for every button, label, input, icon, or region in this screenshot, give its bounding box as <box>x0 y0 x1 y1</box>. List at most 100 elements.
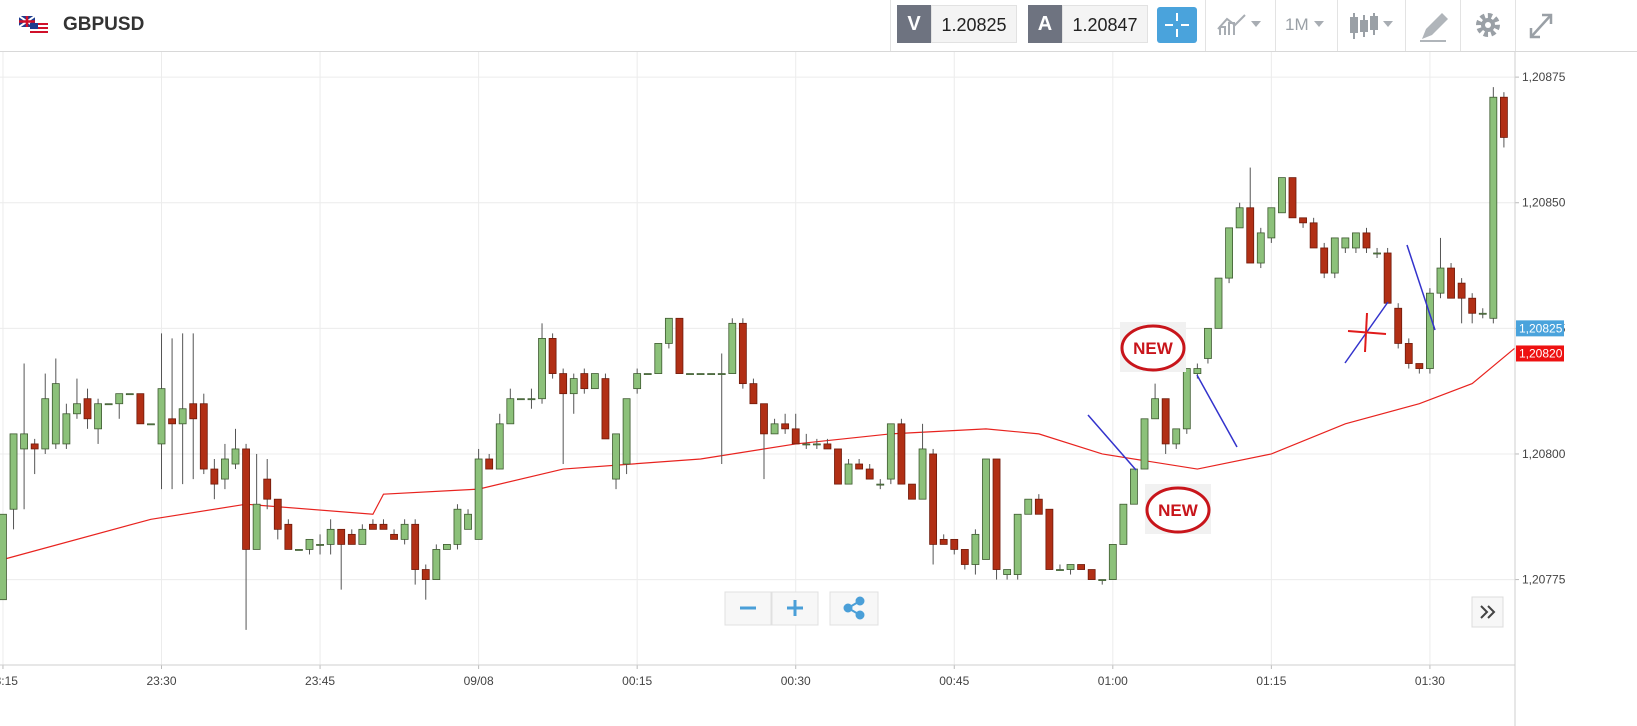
flag-icon <box>19 16 48 35</box>
cross-marker <box>1347 312 1387 353</box>
x-tick-label: 01:00 <box>1098 674 1128 688</box>
candle-body <box>876 483 885 486</box>
candle-body <box>1489 96 1498 319</box>
candle-body <box>559 373 568 395</box>
price-tag <box>1516 320 1564 337</box>
candle-body <box>1447 267 1455 299</box>
crosshair-button[interactable] <box>1157 5 1197 45</box>
candle-body <box>834 448 842 485</box>
x-tick-label: 23:45 <box>305 674 335 688</box>
ask-label[interactable]: A <box>1028 5 1062 43</box>
ask-price[interactable]: 1.20847 <box>1062 5 1148 43</box>
bid-label[interactable]: V <box>897 5 931 43</box>
chart-type-button[interactable] <box>1215 5 1270 45</box>
timeframe-arrow[interactable] <box>1310 5 1330 45</box>
candle-body <box>231 448 240 465</box>
separator <box>1515 0 1516 51</box>
candle-body <box>379 523 388 530</box>
candle-body <box>1330 237 1339 274</box>
candle-body <box>1193 368 1202 374</box>
candle-body <box>305 538 314 550</box>
candle-body <box>1267 207 1276 239</box>
candle-body <box>1151 398 1159 420</box>
share-button[interactable] <box>829 591 879 626</box>
candle-body <box>464 513 472 530</box>
candle-style-button[interactable] <box>1347 5 1397 45</box>
candle-body <box>242 448 250 550</box>
settings-button[interactable] <box>1473 5 1503 45</box>
candle-body <box>823 443 832 450</box>
candle-body <box>802 443 811 446</box>
candle-body <box>633 373 642 390</box>
candle-body <box>358 528 367 545</box>
x-tick-label: 23:30 <box>146 674 176 688</box>
candle-body <box>1288 177 1297 219</box>
candle-body <box>1426 292 1434 369</box>
candle-body <box>337 528 346 545</box>
candle-body <box>527 398 536 401</box>
candle-body <box>104 403 113 406</box>
fullscreen-button[interactable] <box>1525 5 1557 45</box>
candle-body <box>1108 544 1117 580</box>
candle-body <box>30 443 39 450</box>
candle-body <box>168 418 176 425</box>
candle-body <box>189 403 198 420</box>
candle-body <box>115 393 124 405</box>
candle-body <box>1468 297 1477 314</box>
candle-body <box>273 498 282 530</box>
new-sticker: NEW <box>1120 322 1186 372</box>
candle-body <box>347 533 356 545</box>
candle-body <box>812 443 821 446</box>
candle-body <box>9 433 18 510</box>
candle-body <box>960 549 969 565</box>
candle-body <box>1246 207 1255 264</box>
candle-body <box>295 549 303 551</box>
candle-body <box>1087 569 1096 580</box>
candle-body <box>1457 282 1466 299</box>
candle-body <box>622 398 631 465</box>
candle-body <box>1235 207 1244 229</box>
candle-body <box>865 468 874 480</box>
candle-body <box>580 373 589 390</box>
candle-body <box>147 423 155 426</box>
candle-body <box>41 398 50 450</box>
candle-body <box>760 403 768 435</box>
candle-body <box>950 538 959 550</box>
candle-body <box>686 373 694 375</box>
candle-body <box>1013 513 1022 575</box>
candle-body <box>1003 569 1012 575</box>
marks <box>0 87 1515 630</box>
candle-body <box>643 373 652 375</box>
candle-body <box>675 317 684 374</box>
candle-body <box>1309 222 1318 249</box>
sticker-ring <box>1120 324 1186 372</box>
candle-body <box>485 458 494 470</box>
x-tick-label: 00:15 <box>622 674 652 688</box>
trend-line <box>1196 374 1238 448</box>
candle-body <box>421 569 430 580</box>
candle-body <box>1034 498 1043 515</box>
candle-body <box>316 544 324 546</box>
candle-body <box>1478 312 1487 315</box>
draw-button[interactable] <box>1418 5 1450 45</box>
chevron-icon <box>1480 605 1489 619</box>
x-tick-label: 01:30 <box>1415 674 1445 688</box>
bid-price[interactable]: 1.20825 <box>931 5 1017 43</box>
separator <box>1205 0 1206 51</box>
candle-body <box>326 528 335 545</box>
candle-body <box>1130 468 1138 505</box>
candle-body <box>770 423 779 435</box>
timeframe[interactable]: 1M <box>1285 15 1309 34</box>
separator <box>890 0 891 51</box>
candle-body <box>569 378 578 395</box>
separator <box>1337 0 1338 51</box>
candle-body <box>1362 232 1371 249</box>
candle-body <box>918 448 927 500</box>
y-tick-label: 1,20800 <box>1522 447 1566 461</box>
candle-body <box>601 378 610 440</box>
sticker-text: NEW <box>1133 339 1174 358</box>
chevron-icon <box>1487 605 1496 619</box>
candle-body <box>1256 232 1265 264</box>
candle-body <box>83 398 92 420</box>
